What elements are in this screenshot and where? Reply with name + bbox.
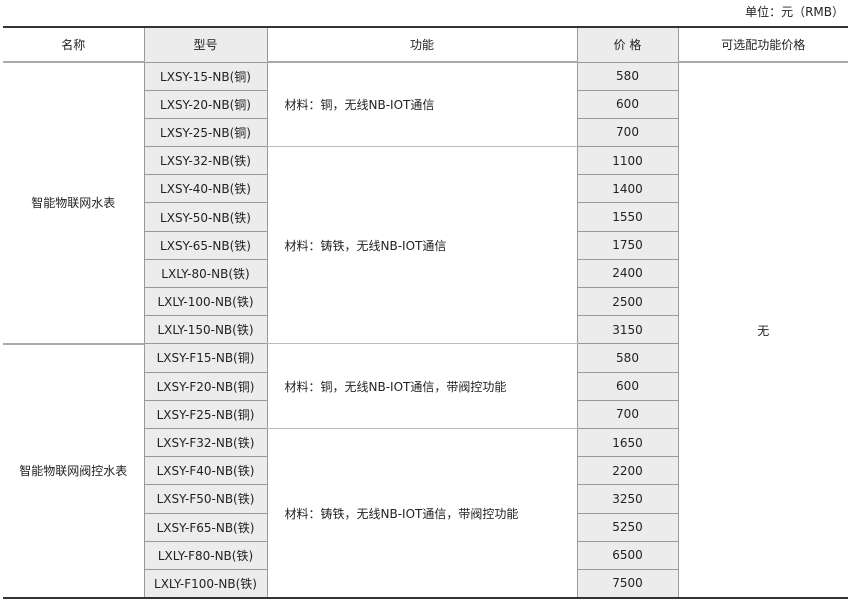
table-row: LXLY-100-NB(铁) 2500: [3, 286, 848, 317]
model-cell: LXSY-40-NB(铁): [143, 174, 268, 204]
price-cell: 580: [576, 61, 679, 91]
table-row: LXSY-32-NB(铁) 材料：铸铁，无线NB-IOT通信 1100: [3, 146, 848, 345]
table-row: LXSY-F65-NB(铁) 5250: [3, 512, 848, 542]
price-cell: 3150: [576, 315, 679, 345]
table-row: LXLY-80-NB(铁) 2400: [3, 258, 848, 289]
product-name: 智能物联网水表: [3, 62, 144, 345]
header-price: 价 格: [576, 27, 679, 63]
model-cell: LXSY-F32-NB(铁): [143, 427, 268, 458]
model-cell: LXSY-15-NB(铜): [143, 61, 268, 91]
price-cell: 6500: [576, 540, 679, 570]
price-cell: 5250: [576, 512, 679, 542]
table-row: LXSY-F50-NB(铁) 3250: [3, 484, 848, 514]
price-cell: 2500: [576, 286, 679, 317]
table-row: LXLY-F100-NB(铁) 7500: [3, 568, 848, 599]
model-cell: LXSY-20-NB(铜): [143, 89, 268, 119]
function-cell: 材料：铜，无线NB-IOT通信: [267, 62, 577, 148]
table-row: LXSY-50-NB(铁) 1550: [3, 202, 848, 232]
header-model: 型号: [143, 27, 268, 63]
price-cell: 3250: [576, 484, 679, 514]
price-cell: 700: [576, 399, 679, 429]
model-cell: LXLY-F100-NB(铁): [143, 568, 268, 599]
function-cell: 材料：铸铁，无线NB-IOT通信: [267, 146, 577, 345]
price-cell: 700: [576, 117, 679, 148]
price-cell: 600: [576, 371, 679, 401]
table-row: LXSY-40-NB(铁) 1400: [3, 174, 848, 204]
table-row: LXSY-65-NB(铁) 1750: [3, 230, 848, 260]
model-cell: LXSY-25-NB(铜): [143, 117, 268, 148]
price-cell: 580: [576, 343, 679, 373]
price-cell: 600: [576, 89, 679, 119]
model-cell: LXLY-100-NB(铁): [143, 286, 268, 317]
function-cell: 材料：铸铁，无线NB-IOT通信，带阀控功能: [284, 506, 519, 521]
model-cell: LXSY-50-NB(铁): [143, 202, 268, 232]
price-cell: 2200: [576, 456, 679, 486]
header-row: 名称 型号 功能 价 格 可选配功能价格: [3, 27, 848, 63]
unit-label: 单位：元（RMB）: [745, 5, 844, 19]
table-body: 智能物联网水表 LXSY-15-NB(铜) 材料：铜，无线NB-IOT通信 580 无 L…: [3, 61, 848, 599]
model-cell: LXSY-F20-NB(铜): [143, 371, 268, 401]
price-table: 名称 型号 功能 价 格 可选配功能价格 智能物联网水表 LXSY-15-NB(铜…: [3, 26, 848, 600]
model-cell: LXSY-F15-NB(铜): [143, 343, 268, 373]
model-cell: LXSY-F65-NB(铁): [143, 512, 268, 542]
table-row: 智能物联网水表 LXSY-15-NB(铜) 材料：铜，无线NB-IOT通信 580 无: [3, 61, 848, 345]
model-cell: LXSY-32-NB(铁): [143, 146, 268, 176]
model-cell: LXSY-F50-NB(铁): [143, 484, 268, 514]
price-cell: 1400: [576, 174, 679, 204]
price-cell: 7500: [576, 568, 679, 599]
table-row: LXLY-150-NB(铁) 3150: [3, 315, 848, 345]
function-cell: 材料：铜，无线NB-IOT通信，带阀控功能: [267, 343, 577, 429]
price-cell: 1550: [576, 202, 679, 232]
model-cell: LXLY-150-NB(铁): [143, 315, 268, 345]
model-cell: LXSY-65-NB(铁): [143, 230, 268, 260]
header-optional: 可选配功能价格: [678, 27, 848, 63]
product-name: 智能物联网阀控水表: [19, 464, 128, 479]
model-cell: LXLY-F80-NB(铁): [143, 540, 268, 570]
model-cell: LXLY-80-NB(铁): [143, 258, 268, 289]
table-row: LXLY-F80-NB(铁) 6500: [3, 540, 848, 570]
table-row: 智能物联网阀控水表 LXSY-F15-NB(铜) 材料：铜，无线NB-IOT通信，带…: [3, 343, 848, 478]
model-cell: LXSY-F40-NB(铁): [143, 456, 268, 486]
model-cell: LXSY-F25-NB(铜): [143, 399, 268, 429]
header-name: 名称: [3, 27, 144, 63]
table-row: LXSY-20-NB(铜) 600: [3, 89, 848, 119]
table-row: LXSY-F20-NB(铜) 600: [3, 371, 848, 401]
price-cell: 1100: [576, 146, 679, 176]
price-cell: 1650: [576, 427, 679, 458]
optional-price-cell: 无: [757, 323, 770, 338]
price-cell: 2400: [576, 258, 679, 289]
header-function: 功能: [267, 27, 577, 63]
price-cell: 1750: [576, 230, 679, 260]
